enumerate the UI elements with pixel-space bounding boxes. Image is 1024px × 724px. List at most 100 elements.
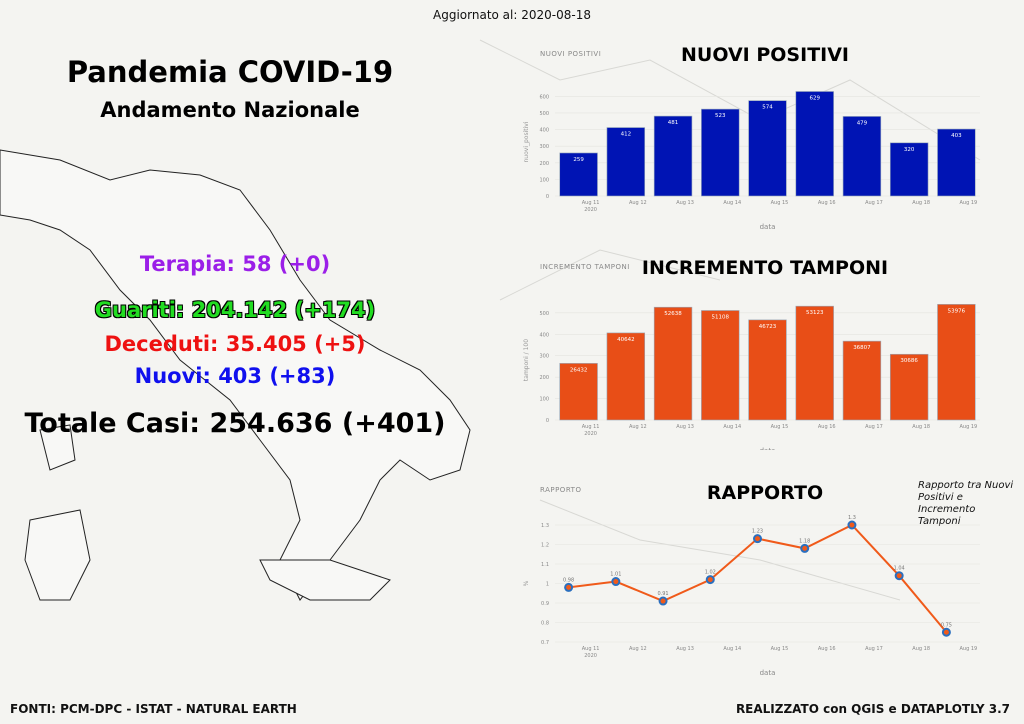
y-tick-label: 500 [539,111,549,117]
bar [701,108,740,197]
x-axis-label: data [760,447,776,450]
data-label: 1.18 [799,538,810,544]
stat-deceduti: Deceduti: 35.405 (+5) [104,332,366,356]
y-tick-label: 200 [539,161,549,167]
bar [937,128,976,197]
bar [701,310,740,421]
data-label: 320 [904,147,915,153]
y-tick-label: 0.8 [541,621,549,627]
data-label: 46723 [759,324,777,330]
x-tick-label: Aug 12 [629,646,647,652]
x-tick-label: 2020 [584,653,597,659]
bar [842,340,882,421]
bar [795,305,834,421]
data-label: 53123 [806,310,824,316]
data-label: 0.75 [941,622,952,628]
x-tick-label: Aug 12 [629,424,647,430]
data-point [753,534,762,544]
data-label: 1.01 [610,572,621,578]
bar [748,319,787,421]
x-tick-label: Aug 17 [865,646,883,652]
x-tick-label: Aug 11 [582,646,600,652]
stat-terapia: Terapia: 58 (+0) [139,252,331,276]
x-tick-label: Aug 13 [676,646,694,652]
chart-title-tamponi: INCREMENTO TAMPONI [641,257,889,279]
data-label: 523 [715,113,726,119]
y-tick-label: 1.3 [541,523,549,529]
y-tick-label: 300 [539,144,549,150]
y-tick-label: 400 [539,332,549,338]
x-tick-label: Aug 14 [723,646,741,652]
data-label: 1.02 [705,570,716,576]
chart-title-rapporto: RAPPORTO [706,482,824,504]
chart-title-nuovi: NUOVI POSITIVI [681,44,849,66]
data-point [705,575,715,585]
data-point [941,627,951,637]
x-axis-label: data [760,669,776,675]
x-tick-label: Aug 18 [912,424,930,430]
x-tick-label: Aug 15 [771,200,789,206]
y-axis-label: nuovi_positivi [523,121,530,162]
x-tick-label: Aug 11 [582,424,600,430]
bar [559,363,598,421]
data-label: 481 [668,120,679,126]
data-point [564,582,574,592]
x-tick-label: Aug 14 [723,200,741,206]
y-tick-label: 0 [546,418,549,424]
y-tick-label: 200 [539,375,549,381]
x-tick-label: Aug 12 [629,200,647,206]
data-label: 52638 [664,311,682,317]
y-tick-label: 100 [539,397,549,403]
data-label: 40642 [617,337,635,343]
data-point [611,577,621,587]
x-tick-label: Aug 17 [865,200,883,206]
data-point [800,543,810,553]
x-tick-label: Aug 15 [771,424,789,430]
data-label: 26432 [570,367,588,373]
x-tick-label: Aug 16 [818,646,836,652]
x-tick-label: Aug 13 [676,200,694,206]
y-tick-label: 0 [546,194,549,200]
chart-note: Rapporto tra Nuovi Positivi e Incremento… [918,480,1014,527]
x-axis-label: data [760,223,776,230]
data-label: 1.23 [752,529,763,535]
bar [889,353,929,421]
data-point [894,571,904,581]
bar [795,91,834,197]
x-tick-label: Aug 16 [818,200,836,206]
y-axis-label: % [523,580,530,586]
footer-sources: FONTI: PCM-DPC - ISTAT - NATURAL EARTH [10,702,297,716]
data-label: 53976 [948,308,966,314]
x-tick-label: Aug 19 [960,200,978,206]
bar [559,152,598,197]
x-tick-label: Aug 15 [771,646,789,652]
updated-date: Aggiornato al: 2020-08-18 [433,8,591,22]
data-label: 629 [809,95,820,101]
data-label: 574 [762,105,773,111]
y-tick-label: 1.2 [541,543,549,549]
y-tick-label: 0.9 [541,601,549,607]
x-tick-label: Aug 19 [960,424,978,430]
data-label: 1.04 [894,566,905,572]
data-point [658,596,668,606]
bar [606,127,646,197]
bar [889,142,929,197]
x-tick-label: Aug 11 [582,200,600,206]
data-label: 51108 [712,314,730,320]
layer-label-nuovi: NUOVI POSITIVI [540,50,602,58]
y-tick-label: 300 [539,354,549,360]
x-tick-label: Aug 18 [912,646,930,652]
y-tick-label: 1.1 [541,562,549,568]
data-label: 412 [621,132,632,138]
data-label: 403 [951,133,962,139]
x-tick-label: Aug 14 [723,424,741,430]
y-tick-label: 0.7 [541,640,549,646]
data-label: 36807 [853,345,871,351]
bar [748,100,787,197]
x-tick-label: Aug 18 [912,200,930,206]
bar [937,304,976,421]
bar [606,332,646,421]
